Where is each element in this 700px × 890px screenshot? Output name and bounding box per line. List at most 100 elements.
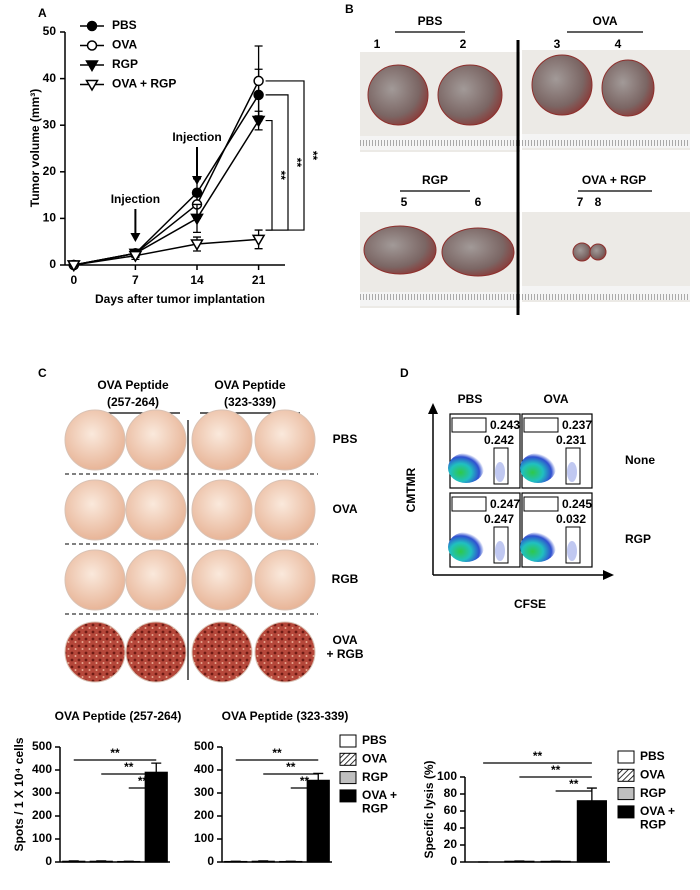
x-axis-label: Days after tumor implantation [95,292,265,306]
y-tick-label: 100 [32,831,52,845]
bar [576,800,607,863]
y-tick-label: 200 [32,808,52,822]
x-tick-label: 21 [252,273,266,287]
row-label: RGP [625,532,651,546]
legend-label: OVA [640,767,665,781]
y-tick-label: 0 [450,854,457,868]
sample-label: 2 [460,37,467,51]
significance-label: ** [286,760,296,774]
gate-value: 0.245 [562,497,592,511]
legend-swatch [617,750,635,764]
group-label: RGP [422,173,448,187]
gate-value: 0.247 [484,512,514,526]
significance-label: ** [551,763,561,777]
annotation: Injection [172,130,221,144]
tumor [363,225,437,275]
bar [306,779,330,863]
tumor [367,64,429,126]
well [64,621,126,683]
tumor [531,54,593,116]
well [191,621,253,683]
significance-bracket [265,80,305,231]
gate [565,526,581,564]
well [254,479,316,541]
data-point [190,239,204,252]
gate-value: 0.243 [490,418,520,432]
data-point [251,115,266,128]
y-tick-label: 40 [43,71,57,85]
cell-cloud [448,453,484,483]
cell-cloud [567,541,577,561]
gate [523,496,559,512]
well [64,479,126,541]
data-point [66,260,81,272]
y-tick-label: 400 [32,762,52,776]
sample-label: 4 [615,37,622,51]
y-tick-label: 0 [207,854,214,868]
significance-label: ** [533,749,543,763]
legend-swatch [617,768,635,782]
error-bar [586,787,597,801]
arrow-head [603,570,614,580]
gate [493,447,509,485]
y-tick-label: 500 [32,739,52,753]
significance-bracket [265,94,289,231]
series-line [73,94,260,266]
ruler [522,134,690,148]
gate-value: 0.247 [490,497,520,511]
gate-value: 0.237 [562,418,592,432]
y-tick-label: 500 [194,739,214,753]
column-label: (323-339) [224,395,276,409]
legend-swatch [339,789,357,803]
significance-label: ** [300,774,310,788]
legend-label: RGP [112,57,138,71]
arrow-head [428,403,438,414]
y-tick-label: 100 [194,831,214,845]
legend-label: OVA [362,751,387,765]
column-label: OVA [543,392,568,406]
row-label: None [625,453,655,467]
well [64,549,126,611]
gate [493,526,509,564]
legend-swatch [617,805,635,819]
tumor [601,59,655,117]
y-tick-label: 30 [43,117,57,131]
gate [451,417,487,433]
significance-label: ** [274,171,288,181]
data-point [190,213,204,226]
legend-swatch [617,787,635,801]
x-tick-label: 0 [70,273,77,287]
well [125,549,187,611]
significance-label: ** [124,760,134,774]
column-label: OVA Peptide [97,378,169,392]
chart-title: OVA Peptide (257-264) [55,709,182,723]
y-tick-label: 50 [43,24,57,38]
cell-cloud [448,532,484,562]
legend-label: OVA + RGP [112,77,176,91]
legend-label: PBS [362,733,387,747]
group-label: OVA [592,14,617,28]
y-tick-label: 100 [437,769,457,783]
arrow-head [130,233,141,242]
cell-cloud [495,541,505,561]
well [125,479,187,541]
y-tick-label: 400 [194,762,214,776]
significance-label: ** [569,777,579,791]
significance-bracket [265,119,273,231]
sample-label: 5 [401,195,408,209]
well [64,409,126,471]
x-tick-label: 7 [132,273,139,287]
y-axis-label: Spots / 1 X 10⁴ cells [12,737,26,851]
row-label: OVA [332,502,357,516]
legend-label: OVA [112,38,137,52]
well [191,409,253,471]
sample-label: 1 [374,37,381,51]
panel-letter: A [38,6,47,20]
gate-value: 0.242 [484,433,514,447]
significance-label: ** [110,746,120,760]
series-line [73,120,260,266]
significance-label: ** [306,151,320,161]
row-label: PBS [333,432,358,446]
row-label: OVA + RGB [326,633,363,661]
well [125,621,187,683]
